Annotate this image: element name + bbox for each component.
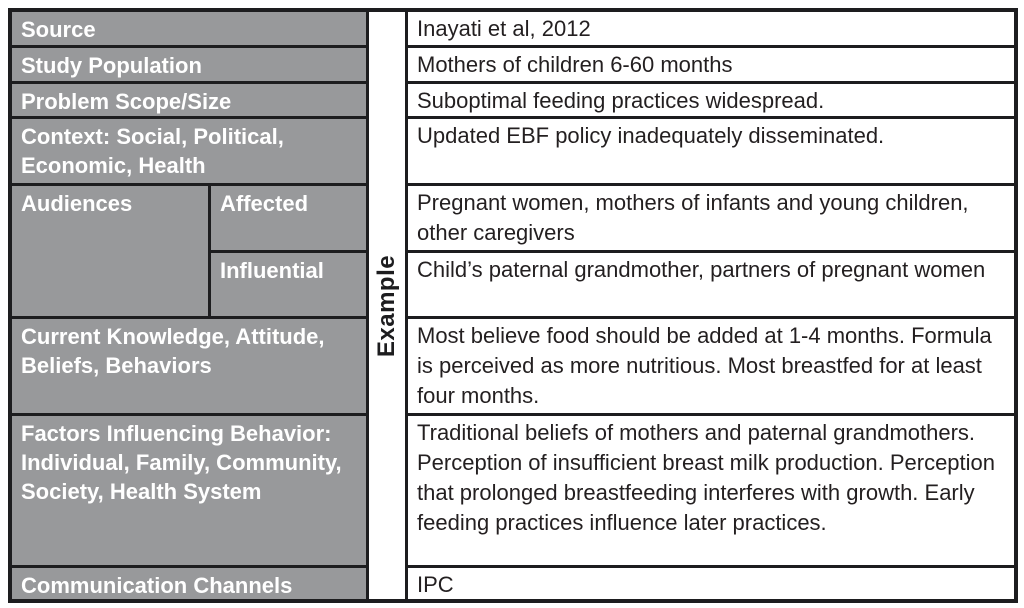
cell-context-value: Updated EBF policy inadequately dissemin… [408, 119, 1014, 183]
cell-study-population-value: Mothers of children 6-60 months [408, 48, 1014, 81]
cell-audiences-affected-value: Pregnant women, mothers of infants and y… [408, 186, 1014, 250]
row-label-context: Context: Social, Political, Economic, He… [12, 119, 366, 183]
row-label-source: Source [12, 12, 366, 45]
cell-current-knowledge-value: Most believe food should be added at 1-4… [408, 319, 1014, 413]
sub-label-affected: Affected [211, 186, 366, 250]
example-framework-table: Source Inayati et al, 2012 Study Populat… [8, 8, 1018, 603]
example-vertical-label: Example [373, 254, 400, 357]
row-label-factors-influencing: Factors Influencing Behavior: Individual… [12, 416, 366, 565]
row-label-problem-scope: Problem Scope/Size [12, 84, 366, 116]
cell-communication-channels-value: IPC [408, 568, 1014, 599]
cell-problem-scope-value: Suboptimal feeding practices widespread. [408, 84, 1014, 116]
cell-source-value: Inayati et al, 2012 [408, 12, 1014, 45]
sub-label-influential: Influential [211, 253, 366, 316]
example-column: Example [369, 12, 405, 599]
row-label-study-population: Study Population [12, 48, 366, 81]
row-label-audiences: Audiences [12, 186, 208, 316]
cell-audiences-influential-value: Child’s paternal grandmother, partners o… [408, 253, 1014, 316]
row-label-communication-channels: Communication Channels [12, 568, 366, 599]
cell-factors-influencing-value: Traditional beliefs of mothers and pater… [408, 416, 1014, 565]
row-label-current-knowledge: Current Knowledge, Attitude, Beliefs, Be… [12, 319, 366, 413]
